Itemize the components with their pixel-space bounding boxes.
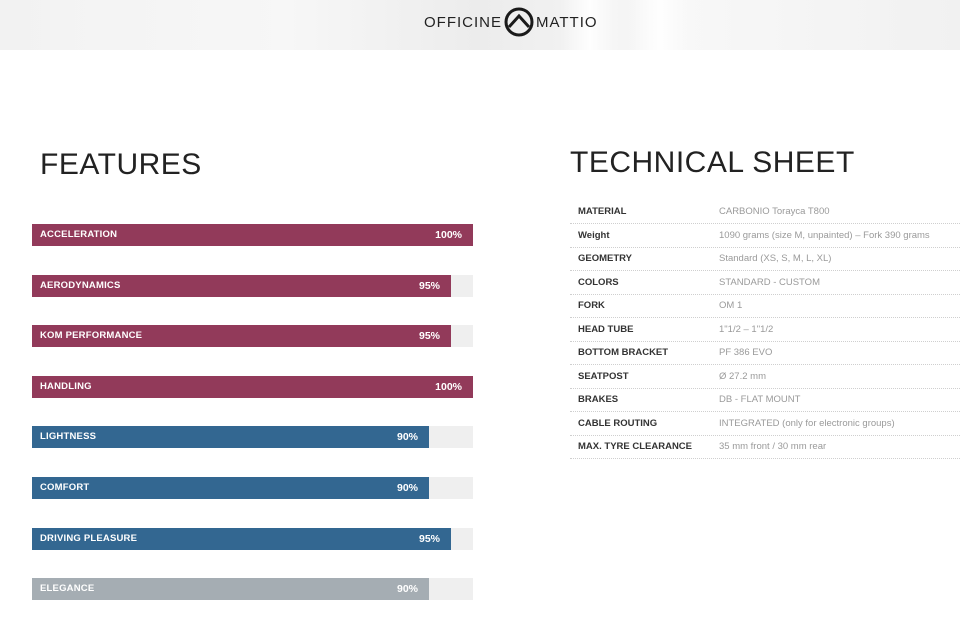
- feature-bar-label: DRIVING PLEASURE: [40, 533, 138, 544]
- feature-bar-row: COMFORT 90%: [32, 477, 473, 499]
- technical-sheet-value: CARBONIO Torayca T800: [719, 206, 830, 217]
- technical-sheet-key: HEAD TUBE: [578, 324, 634, 335]
- feature-bar-fill: AERODYNAMICS: [32, 275, 451, 297]
- technical-sheet-value: INTEGRATED (only for electronic groups): [719, 418, 895, 429]
- feature-bar-row: ELEGANCE 90%: [32, 578, 473, 600]
- technical-sheet-row: MAX. TYRE CLEARANCE 35 mm front / 30 mm r…: [570, 435, 960, 459]
- brand-logo[interactable]: OFFICINE MATTIO: [424, 5, 598, 39]
- technical-sheet-row: MATERIAL CARBONIO Torayca T800: [570, 200, 960, 224]
- brand-name-right: MATTIO: [536, 13, 598, 31]
- feature-bar-row: ACCELERATION 100%: [32, 224, 473, 246]
- technical-sheet-row: COLORS STANDARD - CUSTOM: [570, 271, 960, 295]
- technical-sheet-value: Standard (XS, S, M, L, XL): [719, 253, 832, 264]
- feature-bar-label: ACCELERATION: [40, 229, 118, 240]
- feature-bar-value: 95%: [418, 533, 440, 545]
- technical-sheet-row: SEATPOST Ø 27.2 mm: [570, 365, 960, 389]
- feature-bar-value: 90%: [396, 583, 418, 595]
- feature-bar-fill: KOM PERFORMANCE: [32, 325, 451, 347]
- feature-bar-label: COMFORT: [40, 482, 90, 493]
- technical-sheet-value: 35 mm front / 30 mm rear: [719, 441, 827, 452]
- technical-sheet-key: FORK: [578, 300, 605, 311]
- feature-bar-row: AERODYNAMICS 95%: [32, 275, 473, 297]
- technical-sheet-row: BRAKES DB - FLAT MOUNT: [570, 388, 960, 412]
- technical-sheet-row: HEAD TUBE 1"1/2 – 1"1/2: [570, 318, 960, 342]
- technical-sheet-row: CABLE ROUTING INTEGRATED (only for electr…: [570, 412, 960, 436]
- header-background-highlight: [630, 0, 690, 50]
- feature-bar-label: AERODYNAMICS: [40, 280, 121, 291]
- feature-bar-row: HANDLING 100%: [32, 376, 473, 398]
- technical-sheet-value: Ø 27.2 mm: [719, 371, 766, 382]
- brand-name-left: OFFICINE: [424, 13, 502, 31]
- technical-sheet-value: OM 1: [719, 300, 743, 311]
- technical-sheet-key: GEOMETRY: [578, 253, 633, 264]
- feature-bar-row: KOM PERFORMANCE 95%: [32, 325, 473, 347]
- technical-sheet-key: BRAKES: [578, 394, 619, 405]
- technical-sheet-key: MATERIAL: [578, 206, 627, 217]
- features-title: FEATURES: [40, 148, 202, 181]
- technical-sheet-value: PF 386 EVO: [719, 347, 773, 358]
- technical-sheet-key: SEATPOST: [578, 371, 629, 382]
- feature-bar-fill: DRIVING PLEASURE: [32, 528, 451, 550]
- technical-sheet-key: MAX. TYRE CLEARANCE: [578, 441, 693, 452]
- technical-sheet-key: CABLE ROUTING: [578, 418, 658, 429]
- feature-bar-value: 100%: [435, 229, 462, 241]
- technical-sheet-title: TECHNICAL SHEET: [570, 146, 855, 179]
- feature-bar-fill: ELEGANCE: [32, 578, 429, 600]
- technical-sheet-row: GEOMETRY Standard (XS, S, M, L, XL): [570, 247, 960, 271]
- feature-bar-fill: ACCELERATION: [32, 224, 473, 246]
- header-background-highlight: [560, 0, 620, 50]
- header-bar: OFFICINE MATTIO: [0, 0, 960, 50]
- technical-sheet-value: DB - FLAT MOUNT: [719, 394, 801, 405]
- feature-bar-fill: HANDLING: [32, 376, 473, 398]
- feature-bar-label: HANDLING: [40, 381, 92, 392]
- feature-bar-fill: LIGHTNESS: [32, 426, 429, 448]
- feature-bar-label: KOM PERFORMANCE: [40, 330, 143, 341]
- mountain-circle-icon: [504, 7, 534, 37]
- technical-sheet-value: STANDARD - CUSTOM: [719, 277, 820, 288]
- feature-bar-row: DRIVING PLEASURE 95%: [32, 528, 473, 550]
- feature-bar-value: 90%: [396, 431, 418, 443]
- technical-sheet-row: Weight 1090 grams (size M, unpainted) – F…: [570, 224, 960, 248]
- technical-sheet-value: 1090 grams (size M, unpainted) – Fork 39…: [719, 230, 930, 241]
- feature-bar-value: 90%: [396, 482, 418, 494]
- technical-sheet-value: 1"1/2 – 1"1/2: [719, 324, 774, 335]
- feature-bar-value: 100%: [435, 381, 462, 393]
- feature-bar-row: LIGHTNESS 90%: [32, 426, 473, 448]
- technical-sheet-key: Weight: [578, 230, 610, 241]
- feature-bar-value: 95%: [418, 330, 440, 342]
- feature-bar-label: LIGHTNESS: [40, 431, 97, 442]
- technical-sheet-row: FORK OM 1: [570, 294, 960, 318]
- feature-bar-label: ELEGANCE: [40, 583, 95, 594]
- feature-bar-value: 95%: [418, 280, 440, 292]
- technical-sheet-key: COLORS: [578, 277, 619, 288]
- feature-bar-fill: COMFORT: [32, 477, 429, 499]
- technical-sheet-key: BOTTOM BRACKET: [578, 347, 669, 358]
- technical-sheet-row: BOTTOM BRACKET PF 386 EVO: [570, 341, 960, 365]
